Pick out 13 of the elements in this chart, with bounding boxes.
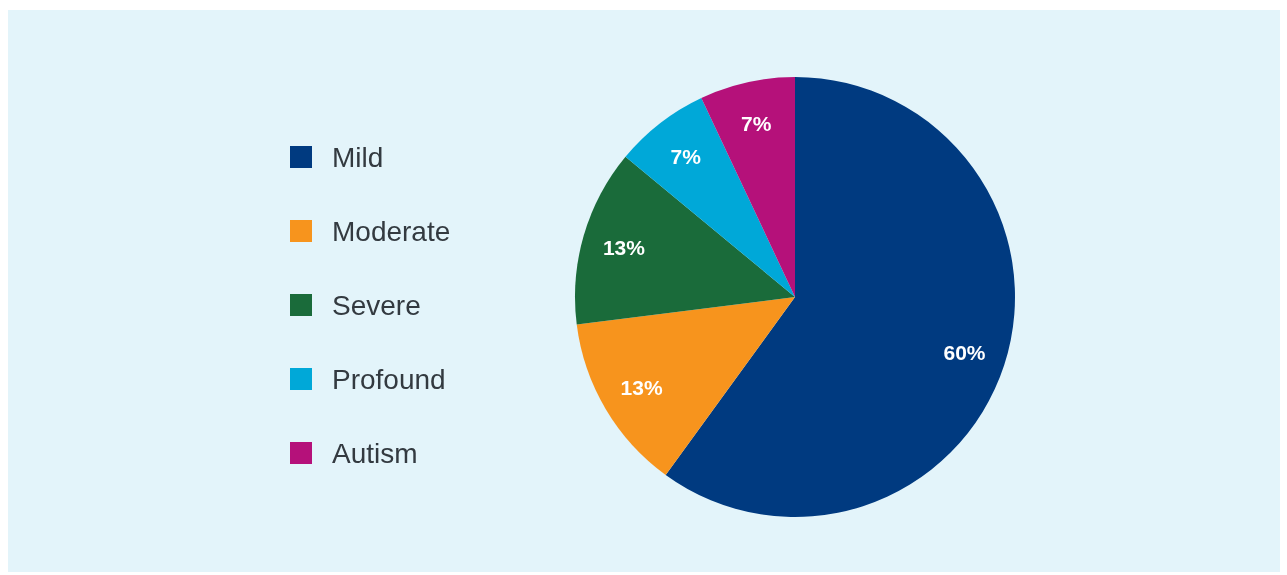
pie-slice [576, 297, 795, 475]
data-label: 7% [670, 144, 702, 168]
pie-slice [701, 77, 795, 297]
legend-label: Mild [332, 141, 384, 173]
data-label: 7% [740, 111, 772, 135]
legend-label: Profound [332, 363, 446, 395]
data-label: 13% [602, 235, 646, 259]
data-label: 13% [620, 376, 663, 400]
legend-label: Moderate [332, 215, 451, 247]
data-label: 60% [943, 340, 986, 364]
legend-label: Autism [332, 437, 418, 469]
pie-slice [665, 77, 1015, 517]
legend-label: Severe [332, 289, 421, 321]
